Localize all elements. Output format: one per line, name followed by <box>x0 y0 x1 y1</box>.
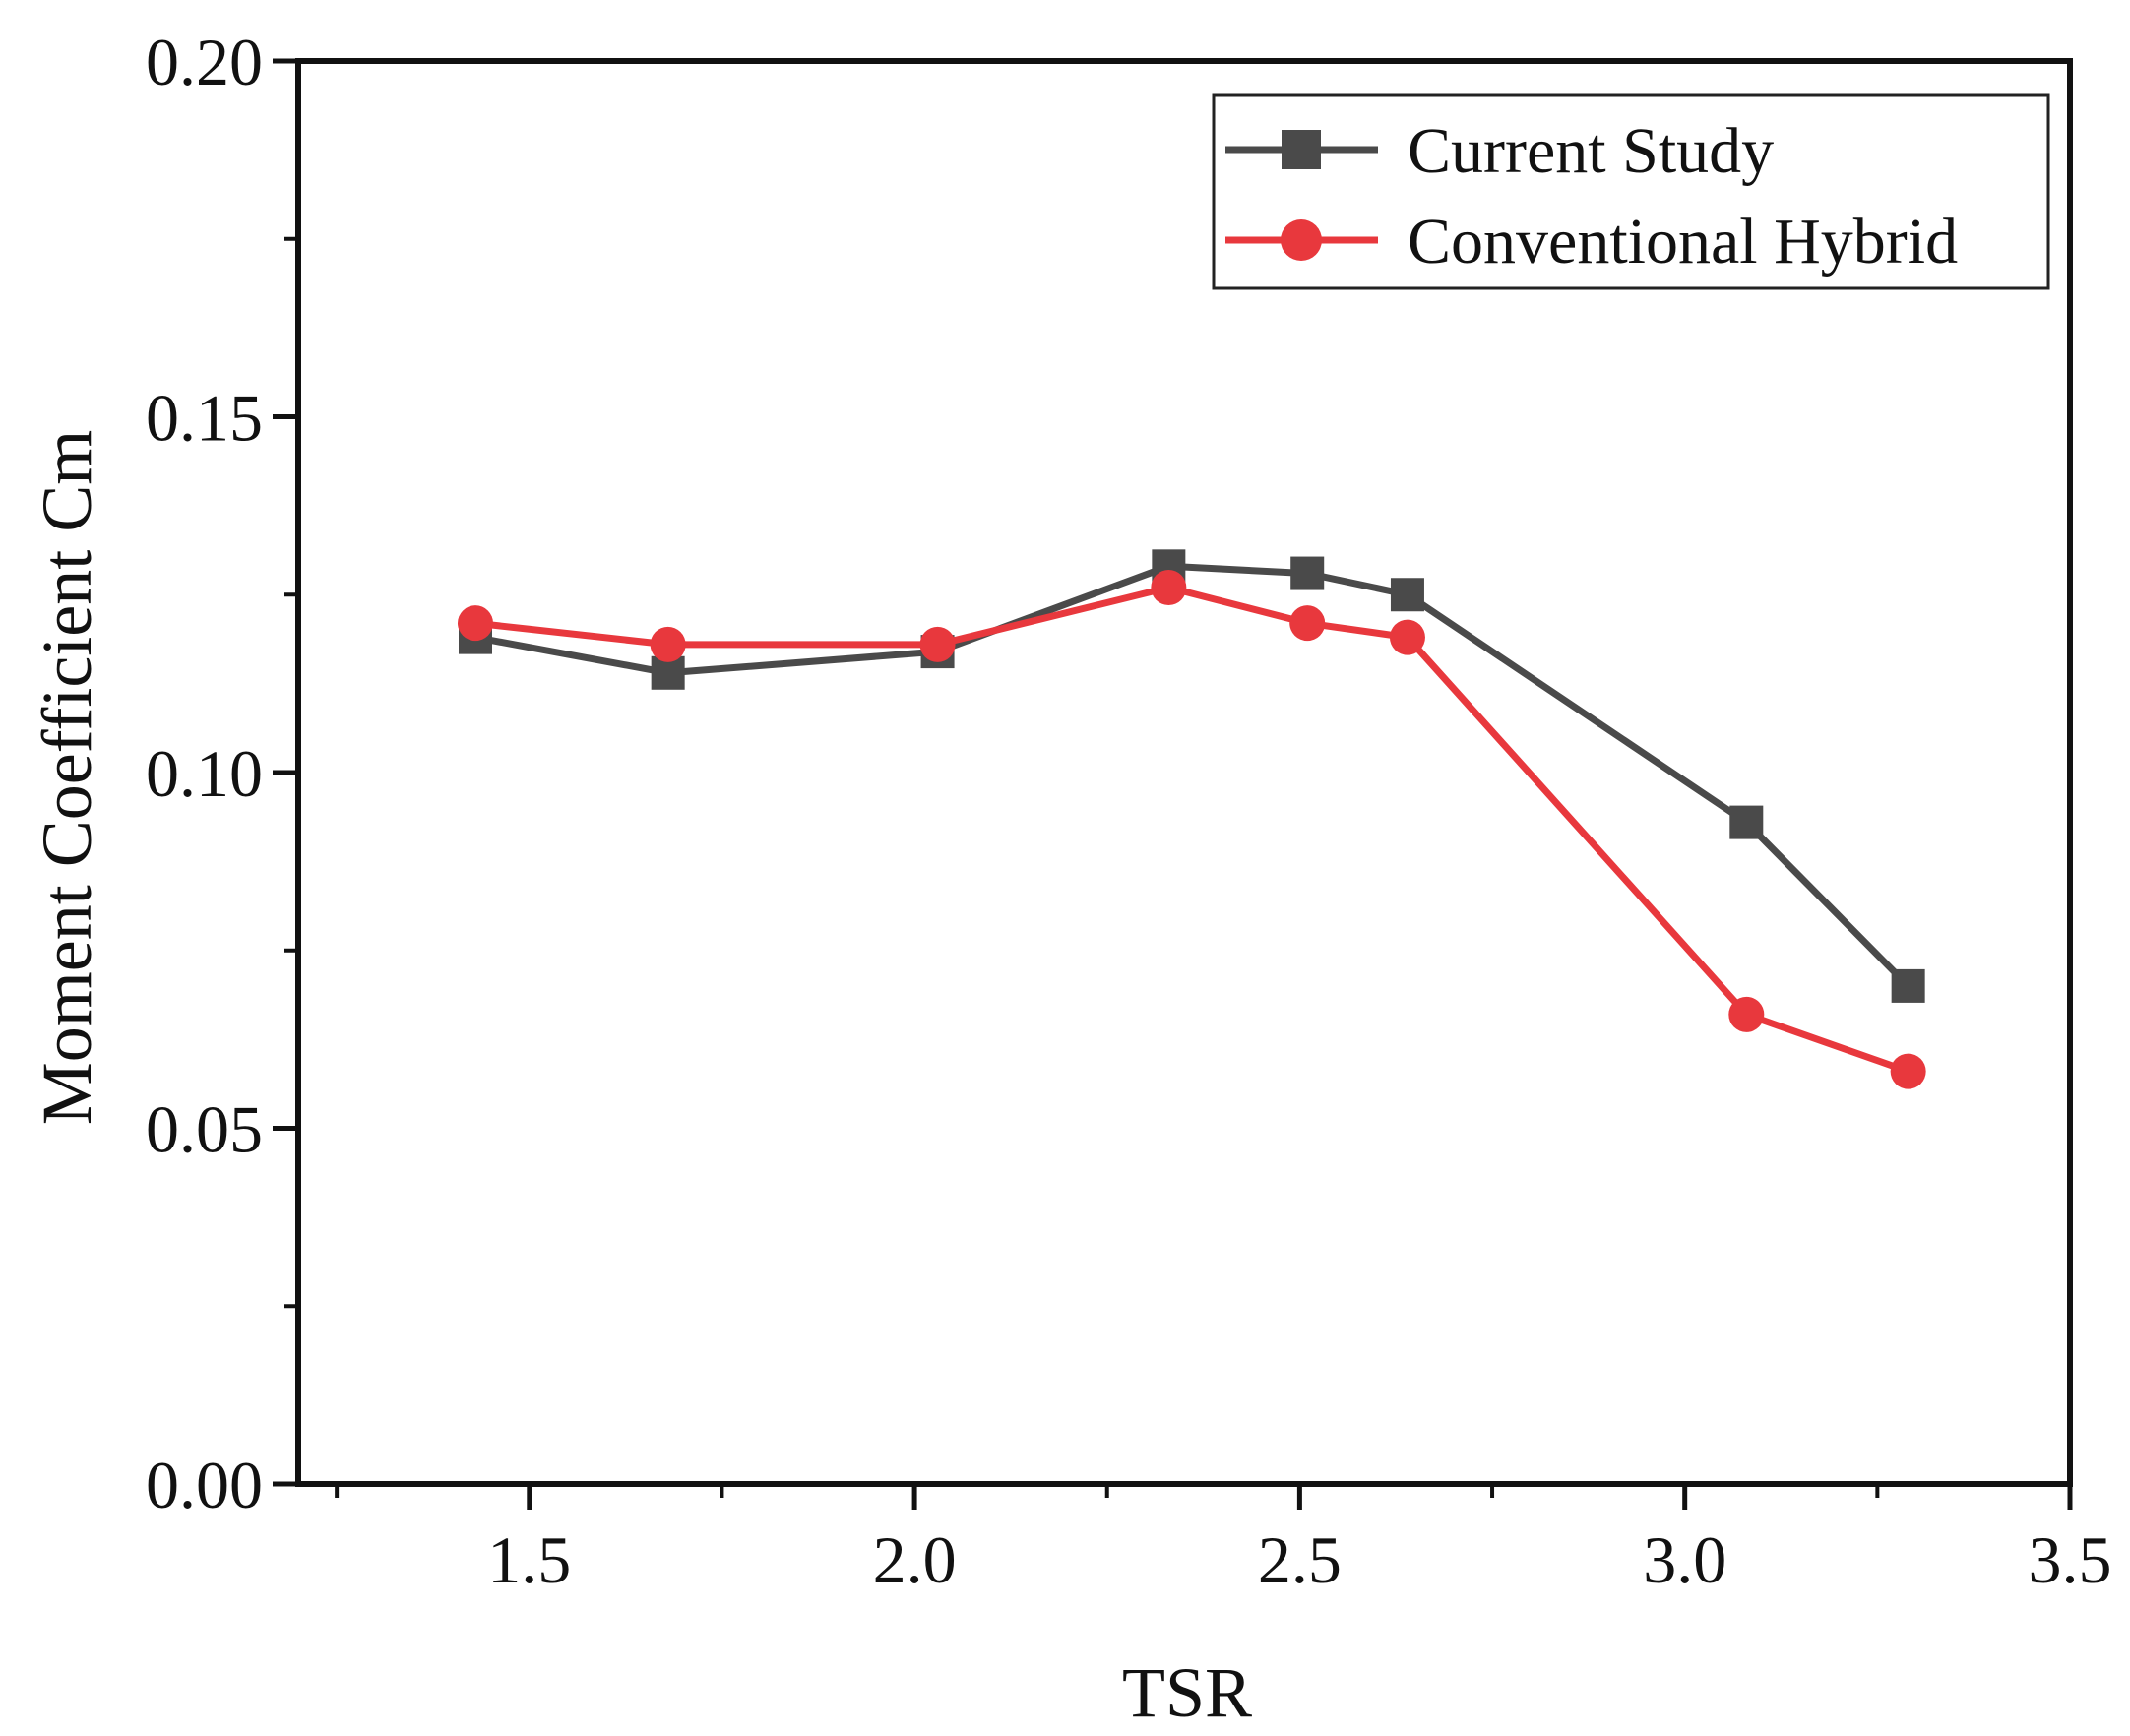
y-tick-label: 0.00 <box>146 1448 263 1522</box>
data-point-conventional-hybrid <box>1289 605 1326 642</box>
data-point-conventional-hybrid <box>1151 570 1187 606</box>
legend: Current Study Conventional Hybrid <box>1212 93 2050 290</box>
legend-item-conventional-hybrid: Conventional Hybrid <box>1225 206 1958 278</box>
y-tick-label: 0.15 <box>146 381 263 456</box>
x-axis-title: TSR <box>1122 1653 1252 1732</box>
legend-box <box>1212 93 2050 290</box>
data-point-conventional-hybrid <box>1890 1053 1926 1089</box>
x-tick-label: 3.5 <box>2029 1522 2112 1597</box>
legend-marker-circle-icon <box>1281 219 1322 261</box>
minor-ticks <box>284 236 1880 1498</box>
major-ticks <box>273 58 2073 1510</box>
data-point-conventional-hybrid <box>1389 619 1425 655</box>
data-point-current-study <box>1290 556 1325 590</box>
legend-label-current-study: Current Study <box>1408 115 1774 187</box>
series-line-current-study <box>474 562 1911 989</box>
data-point-current-study <box>1891 968 1925 1003</box>
data-point-current-study <box>1390 578 1424 612</box>
x-tick-labels: 1.5 2.0 2.5 3.0 3.5 <box>487 1522 2111 1597</box>
series-layer <box>458 549 1926 1089</box>
legend-marker-square-icon <box>1282 130 1321 169</box>
legend-item-current-study: Current Study <box>1225 115 1774 187</box>
data-point-current-study <box>1729 805 1764 839</box>
y-axis-title: Moment Coefficient Cm <box>28 430 106 1126</box>
x-tick-label: 2.5 <box>1258 1522 1342 1597</box>
x-tick-label: 3.0 <box>1643 1522 1726 1597</box>
y-tick-label: 0.05 <box>146 1092 263 1167</box>
y-tick-labels: 0.00 0.05 0.10 0.15 0.20 <box>146 25 263 1522</box>
plot-frame <box>295 58 2073 1487</box>
x-tick-label: 1.5 <box>487 1522 571 1597</box>
data-point-conventional-hybrid <box>650 626 686 662</box>
y-tick-label: 0.20 <box>146 25 263 99</box>
data-point-conventional-hybrid <box>919 626 956 662</box>
legend-label-conventional-hybrid: Conventional Hybrid <box>1408 206 1958 278</box>
x-tick-label: 2.0 <box>873 1522 957 1597</box>
series-current-study <box>459 549 1925 1003</box>
data-point-conventional-hybrid <box>1728 996 1765 1032</box>
y-tick-label: 0.10 <box>146 736 263 811</box>
data-point-conventional-hybrid <box>458 605 493 642</box>
series-conventional-hybrid <box>458 570 1926 1089</box>
series-line-conventional-hybrid <box>474 584 1910 1076</box>
